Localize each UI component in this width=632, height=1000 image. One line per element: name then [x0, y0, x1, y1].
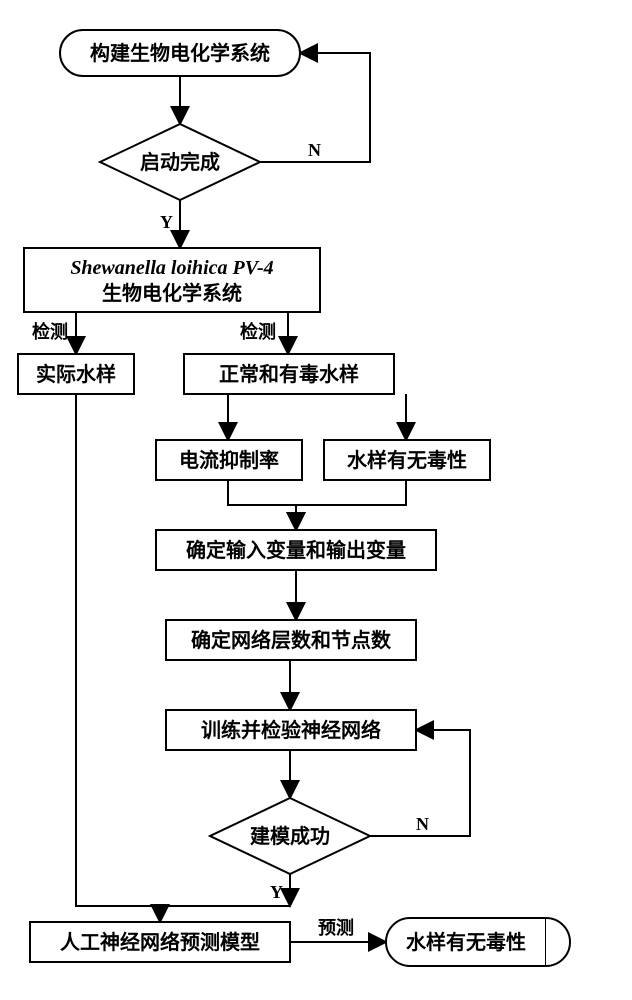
- node-label: 启动完成: [140, 150, 220, 174]
- node-system: Shewanella loihica PV-4生物电化学系统: [24, 248, 320, 312]
- node-d2: 建模成功: [210, 798, 370, 874]
- node-label: 电流抑制率: [179, 448, 279, 472]
- node-label: 确定网络层数和节点数: [191, 628, 392, 652]
- edge: [296, 480, 406, 530]
- node-real: 实际水样: [18, 354, 134, 394]
- edge-label: 检测: [240, 321, 276, 342]
- node-label: Shewanella loihica PV-4: [70, 257, 273, 279]
- edge-label: 检测: [32, 321, 68, 342]
- node-train: 训练并检验神经网络: [166, 710, 416, 750]
- node-label: 构建生物电化学系统: [90, 41, 270, 65]
- node-out: 水样有无毒性: [386, 918, 546, 966]
- node-d1: 启动完成: [100, 124, 260, 200]
- edge-label: Y: [160, 212, 173, 232]
- node-layers: 确定网络层数和节点数: [166, 620, 416, 660]
- edge: [76, 394, 160, 906]
- node-io: 确定输入变量和输出变量: [156, 530, 436, 570]
- edge: [228, 480, 296, 530]
- edge-label: 预测: [318, 917, 354, 938]
- node-out_end: [546, 918, 570, 966]
- node-label: 生物电化学系统: [102, 281, 242, 305]
- node-label: 正常和有毒水样: [219, 362, 359, 386]
- edge-label: N: [308, 140, 321, 160]
- node-label: 训练并检验神经网络: [201, 718, 381, 742]
- nodes: 构建生物电化学系统启动完成 Shewanella loihica PV-4生物电化…: [18, 30, 570, 966]
- node-label: 建模成功: [250, 824, 330, 848]
- node-start: 构建生物电化学系统: [60, 30, 300, 76]
- node-label: 人工神经网络预测模型: [60, 930, 260, 954]
- edges: Y N 检测 检测 Y N 预测: [32, 53, 470, 942]
- node-model: 人工神经网络预测模型: [30, 922, 290, 962]
- node-label: 水样有无毒性: [347, 448, 467, 472]
- edge: [160, 906, 290, 922]
- node-toxic: 水样有无毒性: [324, 440, 490, 480]
- node-label: 确定输入变量和输出变量: [186, 538, 406, 562]
- node-samples: 正常和有毒水样: [184, 354, 394, 394]
- node-label: 实际水样: [36, 362, 116, 386]
- node-label: 水样有无毒性: [406, 930, 526, 954]
- node-rate: 电流抑制率: [156, 440, 302, 480]
- edge-label: N: [416, 814, 429, 834]
- edge-label: Y: [270, 882, 283, 902]
